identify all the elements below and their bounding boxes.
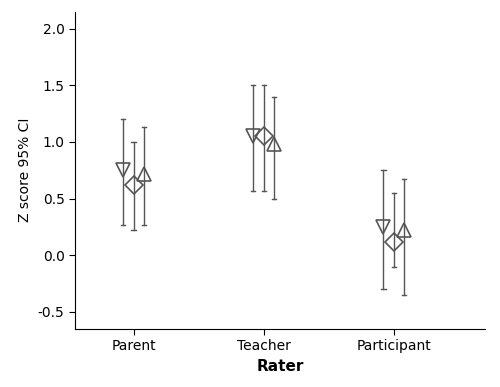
X-axis label: Rater: Rater — [256, 359, 304, 374]
Y-axis label: Z score 95% CI: Z score 95% CI — [18, 118, 32, 223]
